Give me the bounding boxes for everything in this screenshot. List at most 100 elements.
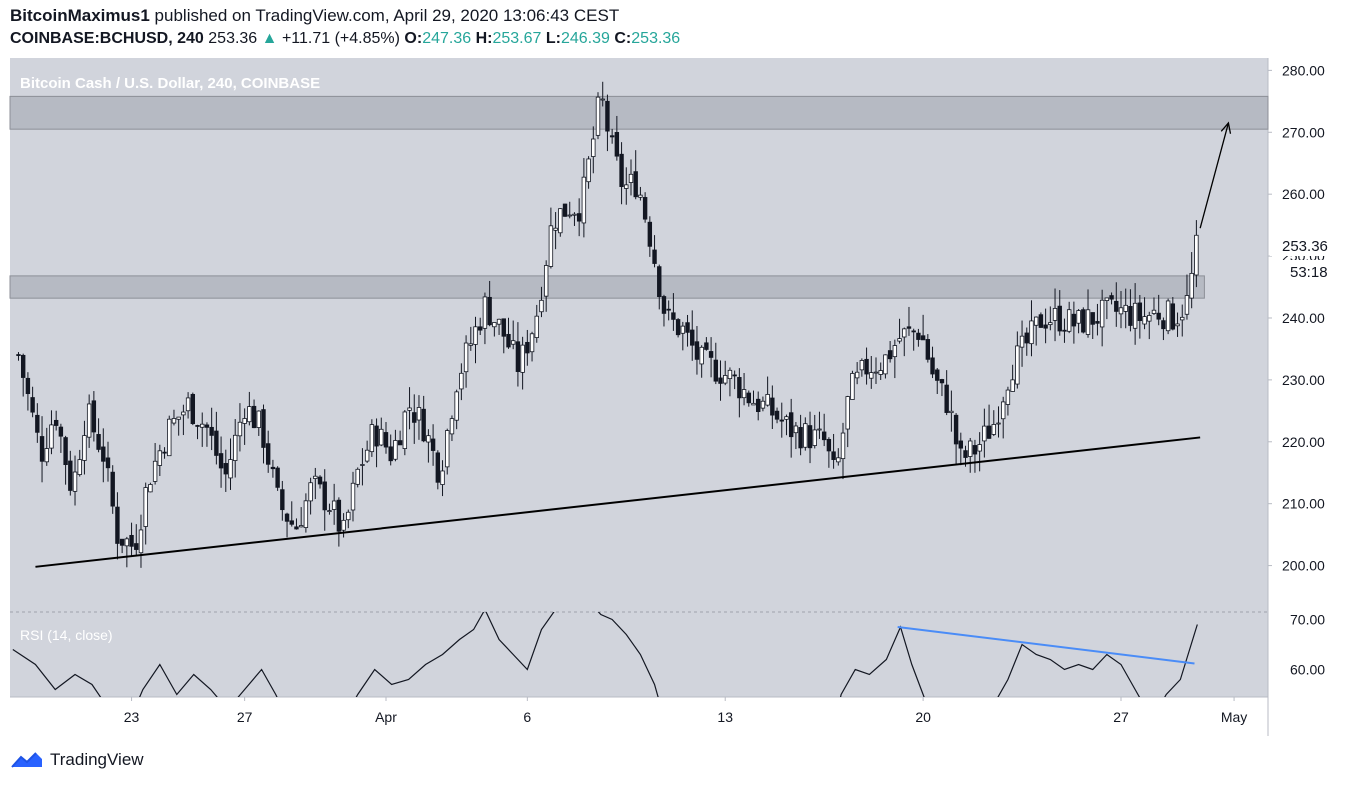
candle (845, 395, 850, 448)
candle (322, 469, 327, 531)
candle-body-up (440, 470, 445, 485)
candle-body-up (1165, 300, 1171, 332)
candle (77, 449, 82, 477)
candle-body-up (171, 418, 177, 424)
candle (1015, 331, 1020, 389)
candle (44, 427, 49, 466)
candle-body-up (968, 440, 973, 457)
candle-body-down (774, 410, 780, 420)
candle-body-down (1156, 312, 1161, 320)
candle-body-up (539, 299, 544, 313)
tradingview-logo-icon[interactable] (10, 750, 44, 770)
candle (1019, 320, 1025, 367)
candle-body-up (600, 98, 605, 101)
candle-body-up (741, 389, 747, 399)
candle (916, 328, 921, 347)
candle-body-down (119, 538, 125, 546)
candle-body-up (393, 440, 398, 460)
candle-body-up (331, 500, 337, 510)
candle-body-down (657, 266, 662, 298)
candle (209, 407, 214, 451)
candle (298, 507, 304, 528)
candle (369, 419, 375, 457)
candle (614, 115, 620, 161)
rsi-line (12, 612, 1198, 697)
candle (308, 477, 313, 515)
candles (16, 81, 1199, 568)
candle-body-up (1118, 307, 1124, 315)
candle-body-down (397, 440, 403, 446)
candle-body-up (138, 529, 144, 554)
candle (694, 326, 700, 375)
candle (1104, 297, 1110, 320)
resistance-zone (9, 275, 1205, 299)
candle (619, 142, 624, 205)
candle-body-up (892, 345, 898, 358)
candle (572, 212, 577, 226)
candle (482, 292, 488, 345)
candle (1132, 283, 1138, 345)
candle-body-up (426, 435, 431, 443)
candle-body-up (784, 416, 789, 420)
candle (1194, 220, 1199, 288)
candle (1170, 297, 1176, 331)
candle (1033, 316, 1039, 346)
candle-body-down (53, 419, 59, 426)
candle-body-down (732, 374, 737, 377)
candle-body-down (270, 466, 276, 470)
symbol-name: COINBASE:BCHUSD, 240 (10, 30, 204, 47)
time-tick-label: May (1221, 709, 1247, 725)
candle (200, 412, 205, 447)
candle (473, 316, 478, 364)
candle-body-down (647, 221, 653, 247)
candle (751, 390, 756, 406)
candle (110, 465, 115, 514)
candle (195, 424, 200, 440)
candle (49, 410, 54, 455)
candle (859, 358, 865, 377)
candle-body-up (567, 214, 572, 217)
candle (892, 339, 898, 379)
candle-body-down (39, 436, 45, 462)
candle (115, 492, 120, 560)
time-tick-label: Apr (375, 709, 397, 725)
candle (515, 322, 521, 387)
candle (280, 480, 285, 521)
candle (459, 363, 464, 401)
candle (897, 318, 902, 344)
footer: TradingView (10, 750, 144, 770)
candle (383, 422, 389, 454)
candle-body-down (864, 358, 869, 375)
candle-body-down (661, 296, 667, 314)
candle-body-down (939, 379, 945, 384)
symbol-line: COINBASE:BCHUSD, 240 253.36 ▲ +11.71 (+4… (10, 30, 680, 48)
candle-body-down (930, 357, 935, 375)
candle (996, 406, 1001, 438)
candle (958, 432, 964, 466)
candle (586, 156, 591, 189)
candle-body-down (779, 419, 784, 422)
candle (1151, 297, 1157, 315)
candle-body-up (543, 265, 549, 297)
tradingview-brand[interactable]: TradingView (50, 750, 144, 769)
candle (256, 410, 261, 436)
candle-body-up (1104, 297, 1110, 301)
candle-body-down (284, 513, 290, 522)
rsi-divergence-line (897, 626, 1195, 665)
candle-body-up (407, 407, 412, 411)
candle-body-up (1019, 335, 1025, 348)
author-name[interactable]: BitcoinMaximus1 (10, 6, 150, 25)
candle (991, 410, 996, 437)
candle (525, 329, 530, 366)
candle (152, 442, 158, 485)
price-chart[interactable]: Bitcoin Cash / U.S. Dollar, 240, COINBAS… (0, 0, 1352, 745)
candle (534, 304, 539, 343)
candle-body-down (911, 330, 916, 333)
candle-body-up (459, 372, 464, 390)
candle-body-up (1151, 309, 1157, 314)
candle-body-down (666, 308, 671, 311)
candle (718, 360, 723, 401)
candle (543, 260, 549, 312)
candle-body-up (496, 318, 502, 325)
candle-body-up (402, 411, 408, 449)
